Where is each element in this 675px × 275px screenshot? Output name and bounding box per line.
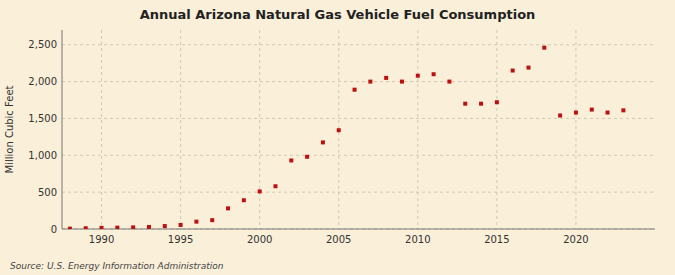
y-tick-label: 1,500 <box>28 113 57 124</box>
point <box>115 226 119 229</box>
y-axis-line <box>62 30 63 229</box>
point <box>495 100 499 104</box>
chart-svg: Annual Arizona Natural Gas Vehicle Fuel … <box>0 0 675 275</box>
point <box>511 69 515 73</box>
point <box>68 227 72 229</box>
point <box>558 113 562 117</box>
x-tick-label: 1990 <box>89 234 114 245</box>
point <box>147 225 151 229</box>
point <box>242 198 246 202</box>
x-tick-label: 2000 <box>247 234 272 245</box>
point <box>321 140 325 144</box>
grid-line <box>62 155 655 156</box>
x-tick-label: 1995 <box>168 234 193 245</box>
point <box>447 80 451 84</box>
y-axis-label: Million Cubic Feet <box>4 85 15 173</box>
point <box>337 128 341 132</box>
grid-line <box>62 81 655 82</box>
point <box>100 226 104 229</box>
point <box>194 220 198 224</box>
grid-line <box>62 118 655 119</box>
point <box>84 226 88 229</box>
grid-line <box>417 30 418 229</box>
point <box>163 224 167 228</box>
point <box>353 88 357 92</box>
title: Annual Arizona Natural Gas Vehicle Fuel … <box>140 7 536 22</box>
point <box>368 80 372 84</box>
y-tick-label: 0 <box>51 224 57 235</box>
points <box>68 46 625 229</box>
grid-line <box>62 44 655 45</box>
y-tick-label: 1,000 <box>28 150 57 161</box>
chart-container: Annual Arizona Natural Gas Vehicle Fuel … <box>0 0 675 275</box>
point <box>621 108 625 112</box>
y-tick-label: 2,500 <box>28 39 57 50</box>
point <box>432 72 436 76</box>
x-tick-label: 2015 <box>484 234 509 245</box>
y-tick-label: 500 <box>38 187 57 198</box>
grid-line <box>259 30 260 229</box>
grid-line <box>180 30 181 229</box>
grid <box>62 30 655 229</box>
point <box>258 189 262 193</box>
point <box>226 206 230 210</box>
point <box>463 102 467 106</box>
point <box>416 74 420 78</box>
point <box>305 155 309 159</box>
point <box>606 111 610 115</box>
grid-line <box>575 30 576 229</box>
grid-line <box>62 192 655 193</box>
x-tick-label: 2020 <box>563 234 588 245</box>
point <box>210 218 214 222</box>
y-tick-label: 2,000 <box>28 76 57 87</box>
x-tick-label: 2005 <box>326 234 351 245</box>
source-note: Source: U.S. Energy Information Administ… <box>10 261 224 271</box>
grid-line <box>496 30 497 229</box>
point <box>131 225 135 229</box>
point <box>179 223 183 227</box>
point <box>574 111 578 115</box>
grid-line <box>101 30 102 229</box>
point <box>273 184 277 188</box>
axes: 0 500 1,000 1,500 2,000 2,500 1990 1995 2000 2005… <box>28 30 655 245</box>
point <box>400 80 404 84</box>
point <box>542 46 546 50</box>
point <box>590 108 594 112</box>
point <box>289 158 293 162</box>
x-tick-label: 2010 <box>405 234 430 245</box>
point <box>479 102 483 106</box>
point <box>526 66 530 70</box>
point <box>384 76 388 80</box>
